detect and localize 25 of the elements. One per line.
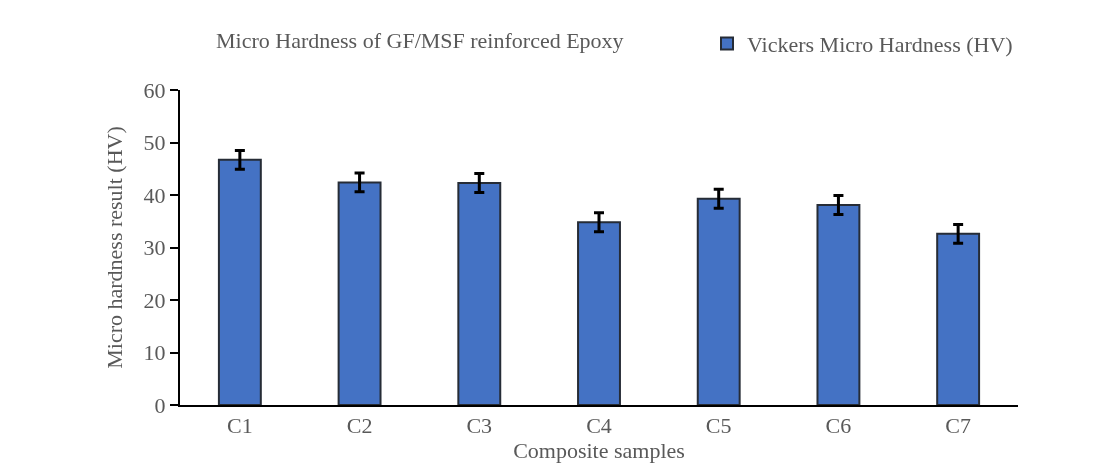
y-tick-label: 60 [143, 77, 166, 103]
bar [577, 221, 621, 405]
bar [217, 158, 262, 405]
y-tick-label: 20 [143, 287, 166, 313]
bar [696, 197, 741, 405]
bar [816, 203, 861, 405]
x-tick-label: C6 [825, 413, 852, 439]
bar [337, 181, 382, 405]
x-tick-label: C7 [945, 413, 971, 439]
bar [936, 232, 981, 405]
y-tick-label: 30 [143, 235, 166, 261]
legend-label: Vickers Micro Hardness (HV) [747, 32, 1013, 58]
x-axis-title: Composite samples [513, 438, 685, 464]
x-tick-label: C2 [346, 413, 373, 439]
chart-title: Micro Hardness of GF/MSF reinforced Epoxy [216, 28, 624, 54]
x-tick-label: C1 [227, 413, 253, 439]
y-tick-label: 0 [154, 392, 166, 418]
x-tick-label: C3 [466, 413, 493, 439]
x-tick-label: C4 [586, 413, 612, 439]
bar [457, 181, 502, 405]
y-axis-title: Micro hardness result (HV) [101, 126, 127, 369]
x-tick-label: C5 [705, 413, 732, 439]
y-tick-label: 50 [143, 130, 166, 156]
y-tick-label: 40 [143, 182, 166, 208]
y-tick-label: 10 [143, 340, 166, 366]
